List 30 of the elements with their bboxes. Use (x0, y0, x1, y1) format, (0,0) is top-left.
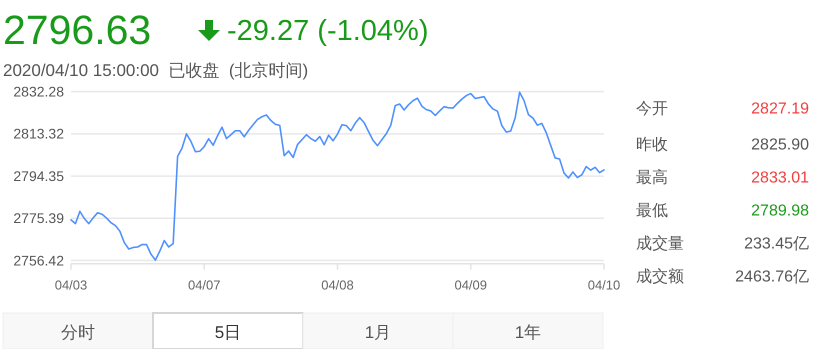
text: 2827.19 (751, 100, 810, 118)
y-tick-label: 2794.35 (13, 168, 64, 184)
text: 2833.01 (751, 170, 810, 187)
text: 成交额 (636, 268, 684, 286)
text: 2789.98 (751, 202, 810, 220)
text: 今开 (636, 100, 668, 118)
y-tick-label: 2775.39 (13, 210, 64, 226)
text: 成交量 (636, 234, 684, 253)
text: 昨收 (636, 136, 668, 154)
chart-title: 2796.63 (3, 7, 152, 53)
y-tick-label: 2813.32 (13, 126, 64, 142)
text: 1月 (364, 322, 392, 342)
text: 2463.76亿 (735, 268, 809, 286)
line-series (70, 91, 605, 261)
x-tick-label: 04/09 (454, 278, 488, 293)
text: 1年 (514, 322, 542, 342)
text: 5日 (214, 322, 242, 342)
y-tick-label: 2756.42 (13, 252, 64, 268)
chart-subtitle: -29.27 (-1.04%) (227, 15, 428, 47)
text: 分时 (61, 322, 95, 342)
x-tick-label: 04/07 (188, 278, 221, 293)
text: 233.45亿 (744, 236, 809, 253)
text: 2825.90 (751, 136, 810, 154)
x-tick-label: 04/03 (54, 278, 88, 293)
text: 最高 (636, 168, 668, 187)
x-tick-label: 04/08 (321, 278, 354, 293)
text: 2020/04/10 15:00:00 已收盘 (北京时间) (3, 61, 308, 80)
text: 最低 (636, 202, 668, 220)
x-tick-label: 04/10 (588, 278, 620, 293)
y-tick-label: 2832.28 (13, 84, 64, 100)
